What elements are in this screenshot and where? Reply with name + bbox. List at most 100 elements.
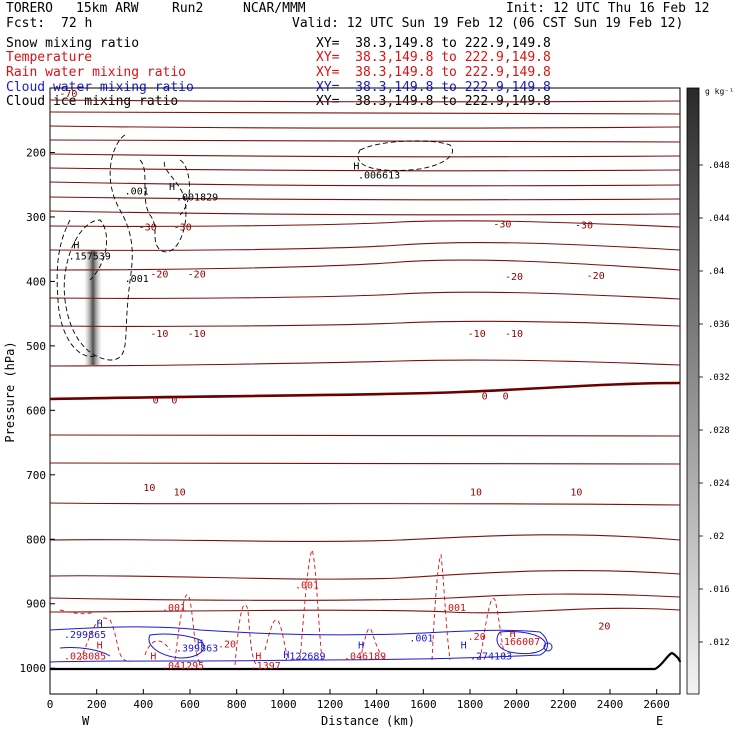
isotherm bbox=[49, 210, 681, 216]
isotherm bbox=[49, 220, 681, 228]
isotherm-zero bbox=[49, 381, 681, 401]
x-end-left: W bbox=[82, 714, 90, 728]
high-marker: H bbox=[358, 640, 364, 651]
rain-value-label: .166007 bbox=[498, 637, 540, 648]
terrain-line bbox=[50, 651, 682, 671]
snow-shading bbox=[84, 250, 102, 365]
cloud-contour bbox=[543, 642, 553, 652]
temperature-label: 0 bbox=[153, 395, 159, 406]
isotherm bbox=[49, 593, 681, 601]
rain-contour bbox=[234, 604, 257, 666]
colorbar-tick-label: .032 bbox=[708, 373, 730, 383]
isotherm bbox=[49, 153, 681, 158]
isotherm bbox=[49, 434, 681, 437]
rain-value-label: .001 bbox=[295, 580, 319, 591]
legend-snow-xy: XY= 38.3,149.8 to 222.9,149.8 bbox=[316, 36, 551, 51]
x-tick-label: 200 bbox=[87, 698, 107, 711]
isotherm bbox=[49, 291, 681, 300]
x-tick-label: 2200 bbox=[550, 698, 577, 711]
colorbar-tick-label: .036 bbox=[708, 320, 730, 330]
x-tick-label: 1000 bbox=[270, 698, 297, 711]
temperature-label: 10 bbox=[470, 488, 482, 499]
isotherm bbox=[49, 359, 681, 367]
rain-value-label: .20 bbox=[468, 632, 486, 643]
x-tick-label: 0 bbox=[47, 698, 54, 711]
rain-value-label: .001 bbox=[162, 603, 186, 614]
isotherm bbox=[49, 181, 681, 187]
temperature-label: -20 bbox=[505, 272, 523, 283]
model-resolution: 15km ARW bbox=[76, 1, 139, 16]
y-tick-label: 300 bbox=[26, 211, 46, 224]
isotherm bbox=[49, 99, 681, 103]
temperature-label: -70 bbox=[59, 89, 77, 100]
rain-value-label: .028085 bbox=[64, 651, 106, 662]
model-name: TORERO bbox=[6, 1, 53, 16]
high-marker: H bbox=[283, 650, 289, 661]
high-marker: H bbox=[73, 241, 79, 252]
temperature-label: -10 bbox=[150, 329, 168, 340]
x-tick-label: 800 bbox=[227, 698, 247, 711]
isotherm bbox=[49, 259, 681, 271]
x-axis-label: Distance (km) bbox=[321, 714, 415, 728]
x-tick-label: 1800 bbox=[457, 698, 484, 711]
cloud-value-label: .122689 bbox=[283, 651, 325, 662]
ice-contour bbox=[56, 219, 96, 357]
y-tick-label: 900 bbox=[26, 598, 46, 611]
temperature-label: 10 bbox=[570, 488, 582, 499]
colorbar-unit: g kg⁻¹ bbox=[705, 87, 734, 96]
model-run: Run2 bbox=[172, 1, 204, 16]
x-tick-label: 2600 bbox=[643, 698, 670, 711]
temperature-label: 0 bbox=[503, 392, 509, 403]
colorbar-tick-label: .016 bbox=[708, 585, 730, 595]
temperature-label: 10 bbox=[174, 488, 186, 499]
colorbar-tick-label: .012 bbox=[708, 638, 730, 648]
y-tick-label: 500 bbox=[26, 340, 46, 353]
init-time: Init: 12 UTC Thu 16 Feb 12 bbox=[506, 1, 710, 16]
ice-value-label: .157539 bbox=[69, 252, 111, 263]
rain-value-label: .1397 bbox=[251, 661, 281, 672]
isotherm bbox=[49, 534, 681, 542]
isotherm bbox=[49, 607, 681, 614]
rain-contour bbox=[359, 628, 386, 661]
temperature-label: -10 bbox=[188, 329, 206, 340]
colorbar-tick-label: .048 bbox=[708, 161, 730, 171]
y-tick-label: 800 bbox=[26, 533, 46, 546]
rain-contour bbox=[59, 609, 96, 615]
rain-contours bbox=[59, 548, 507, 666]
high-marker: H bbox=[197, 638, 203, 649]
isotherm bbox=[49, 502, 681, 506]
x-tick-label: 1400 bbox=[363, 698, 390, 711]
temperature-label: -30 bbox=[493, 219, 511, 230]
cloud-contour bbox=[49, 626, 548, 663]
rain-value-label: .041295 bbox=[162, 661, 204, 672]
x-tick-label: 1200 bbox=[317, 698, 344, 711]
legend-rain: Rain water mixing ratio bbox=[6, 65, 187, 80]
cloud-contour bbox=[59, 647, 111, 657]
forecast-hours: 72 h bbox=[61, 16, 93, 31]
rain-contour bbox=[144, 640, 171, 656]
colorbar-tick-label: .02 bbox=[708, 532, 724, 542]
ice-contour bbox=[357, 140, 453, 171]
colorbar bbox=[686, 87, 700, 695]
rain-value-label: .046189 bbox=[344, 651, 386, 662]
rain-contour bbox=[479, 597, 507, 661]
x-tick-label: 2000 bbox=[503, 698, 530, 711]
legend-rain-xy: XY= 38.3,149.8 to 222.9,149.8 bbox=[316, 65, 551, 80]
temperature-label: 0 bbox=[482, 392, 488, 403]
ice-value-label: .001 bbox=[125, 187, 149, 198]
colorbar-tick-label: .028 bbox=[708, 426, 730, 436]
x-end-right: E bbox=[656, 714, 663, 728]
high-marker: H bbox=[150, 651, 156, 662]
isotherm bbox=[49, 111, 681, 115]
ice-contour bbox=[63, 134, 133, 361]
ice-contour bbox=[139, 159, 187, 253]
ice-contour bbox=[179, 159, 190, 216]
cloud-value-label: .399863 bbox=[176, 644, 218, 655]
temperature-label: -10 bbox=[468, 329, 486, 340]
temperature-label: -20 bbox=[150, 270, 168, 281]
rain-value-label: .001 bbox=[442, 603, 466, 614]
isotherm bbox=[49, 167, 681, 172]
temperature-label: -30 bbox=[174, 223, 192, 234]
legend-snow: Snow mixing ratio bbox=[6, 36, 140, 51]
